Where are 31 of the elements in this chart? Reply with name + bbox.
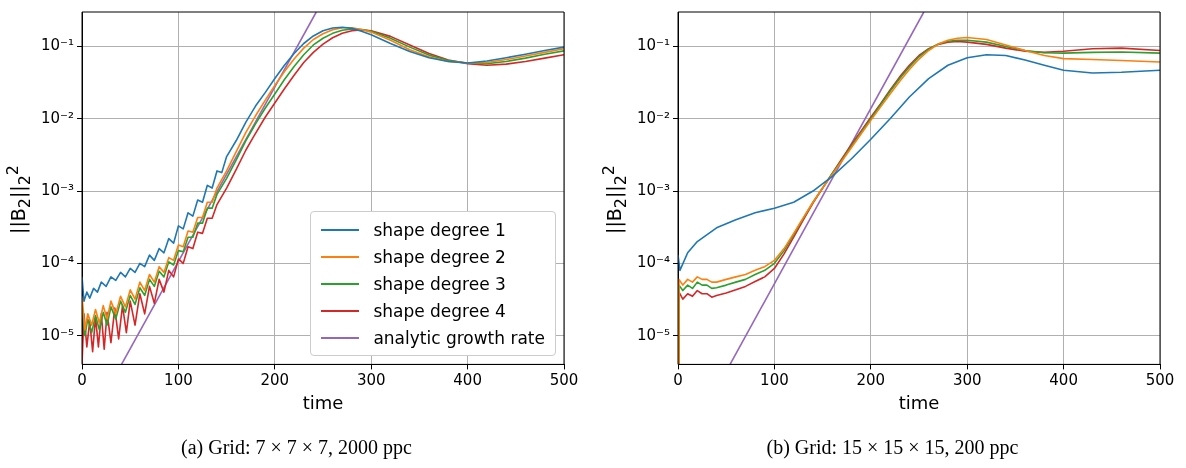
legend-label: shape degree 3: [373, 273, 506, 294]
x-tick-label: 100: [164, 371, 193, 390]
y-tick-label: 10⁻⁴: [40, 253, 75, 272]
legend-label: shape degree 4: [373, 300, 506, 321]
y-tick-label: 10⁻³: [636, 180, 671, 199]
x-tick-label: 0: [77, 371, 87, 390]
x-tick-label: 500: [549, 371, 579, 390]
x-tick-label: 200: [856, 371, 886, 390]
y-tick-label: 10⁻³: [40, 180, 75, 199]
y-tick-label: 10⁻⁵: [40, 325, 75, 344]
x-tick-label: 0: [673, 371, 683, 390]
x-axis-title: time: [302, 391, 344, 413]
x-tick-label: 500: [1145, 371, 1175, 390]
y-tick-label: 10⁻⁴: [636, 253, 671, 272]
x-axis-title: time: [898, 391, 940, 413]
y-tick-label: 10⁻⁵: [636, 325, 671, 344]
x-tick-label: 200: [260, 371, 290, 390]
x-tick-label: 100: [760, 371, 789, 390]
y-tick-label: 10⁻¹: [636, 36, 671, 55]
legend-label: analytic growth rate: [373, 327, 545, 348]
x-tick-label: 400: [453, 371, 482, 390]
y-tick-label: 10⁻²: [636, 108, 671, 127]
x-tick-label: 400: [1049, 371, 1078, 390]
y-tick-label: 10⁻²: [40, 108, 75, 127]
y-tick-label: 10⁻¹: [40, 36, 75, 55]
legend-label: shape degree 2: [373, 246, 506, 267]
x-tick-label: 300: [356, 371, 386, 390]
text: (b) Grid: 15 × 15 × 15, 200 ppc: [765, 436, 1020, 459]
legend-label: shape degree 1: [373, 219, 506, 240]
x-tick-label: 300: [952, 371, 982, 390]
text: (a) Grid: 7 × 7 × 7, 2000 ppc: [180, 436, 413, 459]
